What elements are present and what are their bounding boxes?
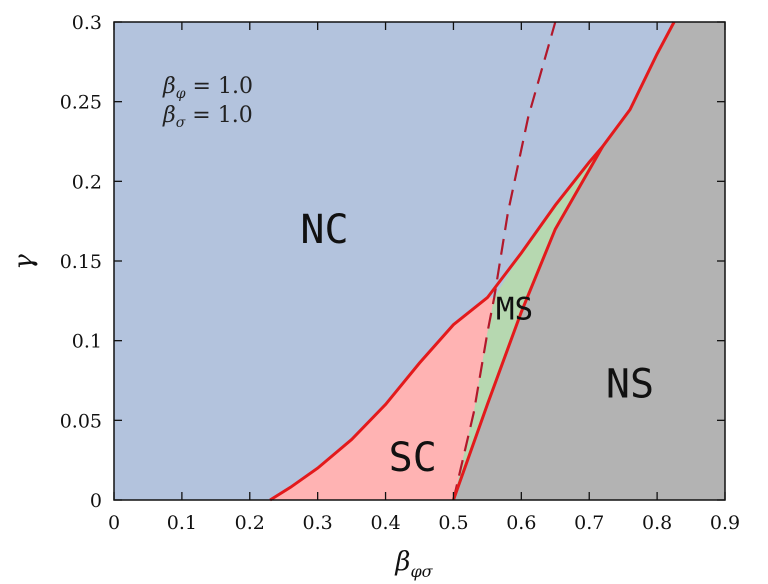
y-tick-label: 0 [90, 490, 102, 512]
x-tick-label: 0 [108, 512, 120, 534]
x-tick-label: 0.5 [438, 512, 468, 534]
y-tick-label: 0.1 [72, 331, 102, 353]
x-axis-label-sub: φσ [410, 562, 433, 581]
boundary-lower-solid [451, 145, 605, 501]
x-tick-label: 0.9 [710, 512, 740, 534]
y-axis-label: γ [9, 254, 39, 270]
parameter-annotations: βφ = 1.0 βσ = 1.0 [162, 74, 253, 131]
region-label-ms: MS [496, 292, 533, 328]
x-tick-label: 0.2 [235, 512, 265, 534]
x-axis-label-main: β [394, 547, 410, 577]
annotation-beta-sigma-value: = 1.0 [185, 103, 252, 128]
y-tick-label: 0.15 [60, 251, 102, 273]
annotation-beta-phi: βφ = 1.0 [162, 74, 253, 102]
y-tick-label: 0.05 [60, 410, 102, 432]
x-tick-label: 0.7 [574, 512, 604, 534]
region-label-sc: SC [389, 435, 437, 481]
region-fills [114, 22, 725, 501]
x-tick-label: 0.4 [370, 512, 400, 534]
axis-ticks: 0 0.1 0.2 0.3 0.4 0.5 0.6 0.7 0.8 0.9 0 0.05 0.1 0.15… [60, 12, 740, 534]
region-label-ns: NS [606, 362, 654, 408]
boundary-upper-solid [269, 21, 676, 502]
y-tick-label: 0.3 [72, 12, 102, 34]
annotation-beta-sigma: βσ = 1.0 [162, 103, 253, 131]
region-sc-fill [270, 297, 495, 500]
x-tick-label: 0.8 [642, 512, 672, 534]
region-label-nc: NC [300, 207, 348, 253]
annotation-beta-sigma-sub: σ [176, 115, 186, 131]
annotation-beta-phi-sub: φ [176, 86, 186, 102]
x-tick-label: 0.1 [167, 512, 197, 534]
boundary-dashed [452, 21, 557, 501]
region-ns-fill [453, 22, 725, 500]
x-axis-label: βφσ [394, 547, 433, 581]
annotation-beta-phi-main: β [162, 74, 176, 99]
x-tick-label: 0.3 [303, 512, 333, 534]
region-labels: NC SC MS NS [300, 207, 654, 481]
annotation-beta-sigma-main: β [162, 103, 176, 128]
x-tick-label: 0.6 [506, 512, 536, 534]
y-tick-label: 0.25 [60, 92, 102, 114]
boundary-curves [269, 21, 676, 502]
y-tick-label: 0.2 [72, 171, 102, 193]
annotation-beta-phi-value: = 1.0 [186, 74, 253, 99]
